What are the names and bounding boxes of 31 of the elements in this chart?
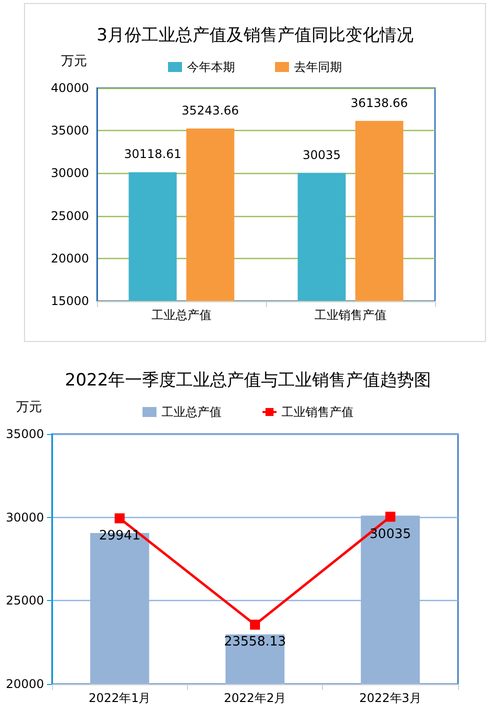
point	[250, 620, 260, 630]
data-label: 35243.66	[182, 104, 239, 118]
data-label: 30118.61	[124, 147, 182, 162]
y-axis-title: 万元	[61, 54, 87, 69]
y-tick-label: 25000	[50, 208, 89, 223]
x-tick-label: 2022年1月	[88, 691, 151, 705]
y-tick-label: 20000	[50, 251, 89, 266]
data-label: 30035	[370, 526, 412, 542]
legend-label: 今年本期	[187, 60, 235, 74]
y-tick-label: 15000	[50, 294, 89, 308]
legend-label: 工业总产值	[162, 405, 222, 419]
y-tick-label: 40000	[50, 81, 89, 95]
y-tick-label: 35000	[50, 124, 89, 138]
y-axis-title: 万元	[16, 400, 42, 415]
y-tick-label: 35000	[6, 427, 44, 441]
y-tick-label: 25000	[6, 594, 44, 608]
x-tick-label: 2022年3月	[359, 691, 422, 705]
y-tick-label: 20000	[6, 677, 44, 691]
data-label: 29941	[98, 528, 140, 544]
chart-title: 3月份工业总产值及销售产值同比变化情况	[96, 26, 414, 46]
y-tick-label: 30000	[6, 510, 44, 524]
point	[385, 512, 396, 522]
data-label: 36138.66	[350, 96, 408, 110]
data-label: 23558.13	[224, 634, 286, 650]
x-tick-label: 2022年2月	[224, 691, 286, 705]
point	[114, 513, 125, 524]
legend-label: 工业销售产值	[282, 405, 354, 419]
chart-title: 2022年一季度工业总产值与工业销售产值趋势图	[64, 370, 432, 390]
legend-label: 去年同期	[294, 60, 342, 74]
y-tick-label: 30000	[50, 166, 89, 180]
data-label: 30035	[302, 148, 341, 162]
